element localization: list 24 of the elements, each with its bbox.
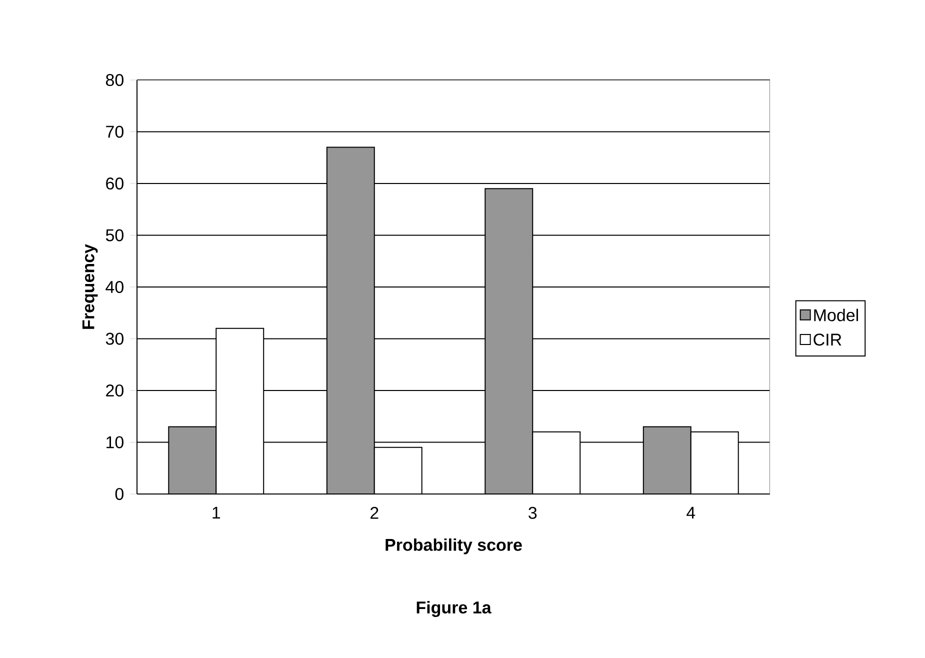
bar [484,188,534,494]
y-axis-title: Frequency [82,244,98,329]
text: CIR [814,334,842,346]
y-tick-label: 30 [106,332,124,345]
y-tick-label: 10 [106,436,124,448]
bar [168,426,217,494]
x-tick-label: 2 [370,506,378,519]
x-tick-label: 4 [686,506,696,519]
y-tick-label: 20 [106,384,124,397]
y-tick-label: 0 [115,488,124,500]
legend-label: Model [814,308,858,322]
x-axis-title: Probability score [386,538,522,554]
bar [690,431,739,494]
bar [326,146,375,494]
y-tick-label: 40 [106,280,124,294]
y-tick-label: 80 [106,74,124,86]
bar [642,426,692,494]
y-tick-label: 50 [106,229,124,242]
x-tick-label: 3 [528,506,537,519]
y-tick-label: 60 [106,177,124,190]
y-tick-label: 70 [106,126,124,138]
x-tick-label: 1 [212,506,220,519]
bar [532,431,581,494]
caption: Figure 1a [416,601,492,617]
